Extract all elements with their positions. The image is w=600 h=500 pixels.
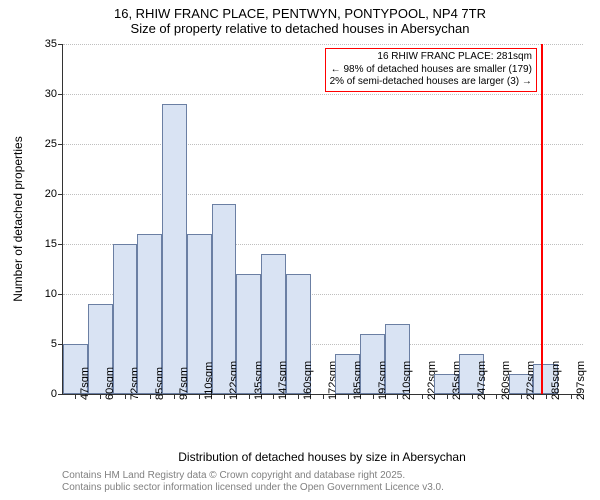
y-tick-label: 5 (51, 338, 57, 350)
x-tick-mark (100, 394, 101, 399)
footer-copyright-2: Contains public sector information licen… (62, 482, 444, 494)
x-tick-mark (75, 394, 76, 399)
grid-line (63, 94, 583, 95)
x-tick-mark (174, 394, 175, 399)
x-tick-mark (125, 394, 126, 399)
annotation-line: 2% of semi-detached houses are larger (3… (330, 76, 532, 89)
x-tick-mark (571, 394, 572, 399)
x-tick-mark (397, 394, 398, 399)
x-tick-mark (199, 394, 200, 399)
y-tick-label: 15 (45, 238, 57, 250)
annotation-line: 16 RHIW FRANC PLACE: 281sqm (330, 51, 532, 64)
y-tick-label: 35 (45, 38, 57, 50)
x-axis-label: Distribution of detached houses by size … (178, 450, 466, 464)
x-tick-label: 247sqm (476, 361, 488, 400)
x-tick-mark (422, 394, 423, 399)
grid-line (63, 44, 583, 45)
grid-line (63, 144, 583, 145)
y-tick-mark (58, 44, 63, 45)
chart-title-description: Size of property relative to detached ho… (0, 21, 600, 36)
x-tick-mark (249, 394, 250, 399)
y-tick-label: 20 (45, 188, 57, 200)
x-tick-mark (150, 394, 151, 399)
y-tick-mark (58, 244, 63, 245)
y-tick-label: 0 (51, 388, 57, 400)
x-tick-mark (273, 394, 274, 399)
x-tick-mark (224, 394, 225, 399)
y-tick-label: 25 (45, 138, 57, 150)
y-tick-mark (58, 394, 63, 395)
x-tick-mark (348, 394, 349, 399)
property-annotation: 16 RHIW FRANC PLACE: 281sqm← 98% of deta… (325, 48, 537, 92)
x-tick-mark (447, 394, 448, 399)
x-tick-label: 297sqm (575, 361, 587, 400)
chart-footer: Contains HM Land Registry data © Crown c… (62, 470, 444, 494)
y-tick-label: 30 (45, 88, 57, 100)
x-tick-mark (472, 394, 473, 399)
chart-title-address: 16, RHIW FRANC PLACE, PENTWYN, PONTYPOOL… (0, 6, 600, 21)
x-tick-mark (373, 394, 374, 399)
y-tick-mark (58, 194, 63, 195)
y-tick-mark (58, 94, 63, 95)
x-tick-label: 285sqm (550, 361, 562, 400)
chart-titles: 16, RHIW FRANC PLACE, PENTWYN, PONTYPOOL… (0, 0, 600, 36)
property-marker-line (541, 44, 543, 394)
y-axis-label: Number of detached properties (11, 136, 25, 301)
x-tick-mark (323, 394, 324, 399)
footer-copyright-1: Contains HM Land Registry data © Crown c… (62, 470, 444, 482)
x-tick-mark (496, 394, 497, 399)
grid-line (63, 194, 583, 195)
annotation-line: ← 98% of detached houses are smaller (17… (330, 64, 532, 77)
y-tick-mark (58, 144, 63, 145)
x-tick-mark (521, 394, 522, 399)
x-tick-mark (298, 394, 299, 399)
x-tick-label: 160sqm (302, 361, 314, 400)
histogram-bar (162, 104, 187, 394)
y-tick-mark (58, 294, 63, 295)
property-size-chart: 16, RHIW FRANC PLACE, PENTWYN, PONTYPOOL… (0, 0, 600, 500)
plot-area: 0510152025303547sqm60sqm72sqm85sqm97sqm1… (62, 44, 583, 395)
y-tick-label: 10 (45, 288, 57, 300)
x-tick-label: 210sqm (401, 361, 413, 400)
x-tick-mark (546, 394, 547, 399)
